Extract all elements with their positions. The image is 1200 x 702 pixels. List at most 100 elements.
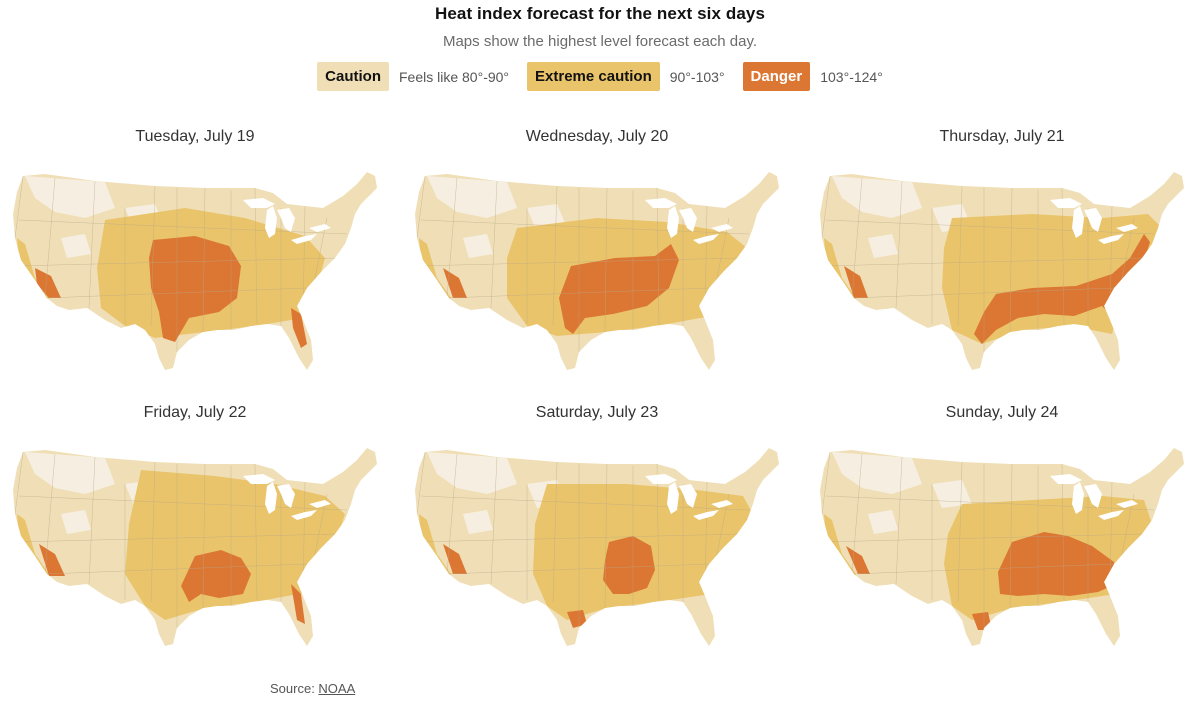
great-lake xyxy=(265,206,277,238)
legend-danger-swatch: Danger xyxy=(742,62,811,91)
state-border xyxy=(150,185,156,327)
map-day-label: Friday, July 22 xyxy=(143,404,247,421)
state-border xyxy=(490,180,498,309)
state-border xyxy=(44,177,56,299)
great-lake xyxy=(309,500,331,508)
extreme-caution-coast xyxy=(824,514,856,582)
great-lake xyxy=(645,474,677,484)
heat-layers xyxy=(824,452,1152,630)
state-border xyxy=(1061,463,1065,601)
us-heat-map xyxy=(820,448,1184,646)
great-lake xyxy=(693,510,719,520)
state-border xyxy=(446,563,710,575)
state-border xyxy=(446,287,710,299)
extreme-caution-coast xyxy=(17,238,49,306)
state-border xyxy=(14,257,338,267)
great-lake xyxy=(711,500,733,508)
state-border xyxy=(44,287,308,299)
state-border xyxy=(825,495,1155,511)
state-border xyxy=(895,456,903,585)
state-border xyxy=(18,219,348,235)
extreme-caution-area xyxy=(942,214,1162,344)
great-lake xyxy=(679,484,697,508)
page-subtitle: Maps show the highest level forecast eac… xyxy=(442,33,758,50)
great-lake xyxy=(1072,482,1084,514)
state-border xyxy=(490,456,498,585)
map-panel-wednesday: Wednesday, July 20 xyxy=(407,128,787,370)
state-border xyxy=(656,463,660,601)
state-border xyxy=(44,563,308,575)
danger-area xyxy=(39,544,305,624)
state-border xyxy=(851,287,1115,299)
state-border xyxy=(656,187,660,325)
legend-caution-swatch: Caution xyxy=(317,62,389,91)
state-border xyxy=(821,257,1145,267)
state-border xyxy=(416,451,426,515)
great-lake xyxy=(277,484,295,508)
great-lake xyxy=(1072,206,1084,238)
state-border xyxy=(821,533,1145,543)
legend-extreme-caution-range: 90°-103° xyxy=(669,68,725,85)
state-border xyxy=(202,187,206,333)
state-border xyxy=(552,461,558,603)
state-border xyxy=(604,187,608,333)
great-lake xyxy=(711,224,733,232)
heat-layers xyxy=(17,176,325,348)
danger-area xyxy=(443,244,679,334)
legend: Caution Feels like 80°-90° Extreme cauti… xyxy=(0,62,1200,91)
great-lake xyxy=(1098,234,1124,244)
legend-extreme-caution-swatch: Extreme caution xyxy=(527,62,660,91)
extreme-caution-coast xyxy=(419,238,451,306)
state-border xyxy=(254,463,258,601)
great-lake xyxy=(1116,224,1138,232)
great-lake xyxy=(1084,484,1102,508)
state-border xyxy=(1009,187,1013,333)
state-border xyxy=(1061,187,1065,325)
no-data-area xyxy=(427,452,567,534)
state-border xyxy=(446,453,458,575)
danger-area xyxy=(846,532,1116,630)
map-panel-tuesday: Tuesday, July 19 xyxy=(5,128,385,370)
danger-area xyxy=(443,536,655,628)
state-border xyxy=(14,175,24,239)
map-day-label: Saturday, July 23 xyxy=(535,404,659,421)
no-data-area xyxy=(25,176,165,258)
state-border xyxy=(895,180,903,309)
state-border xyxy=(150,461,156,603)
source-link[interactable]: NOAA xyxy=(318,681,356,696)
no-data-area xyxy=(832,452,972,534)
great-lake xyxy=(1050,198,1082,208)
great-lake xyxy=(693,234,719,244)
source-note: Source: NOAA xyxy=(270,681,355,696)
state-border xyxy=(88,180,96,309)
state-border xyxy=(18,495,348,511)
great-lake xyxy=(309,224,331,232)
state-border xyxy=(552,185,558,327)
great-lake xyxy=(667,206,679,238)
map-day-label: Wednesday, July 20 xyxy=(525,128,669,145)
state-border xyxy=(14,451,24,515)
map-panel-sunday: Sunday, July 24 xyxy=(812,404,1192,646)
state-border xyxy=(416,257,740,267)
state-border xyxy=(957,461,963,603)
great-lake xyxy=(243,474,275,484)
great-lake xyxy=(1116,500,1138,508)
legend-caution-range: Feels like 80°-90° xyxy=(399,68,510,85)
state-border xyxy=(851,177,863,299)
us-heat-map xyxy=(820,172,1184,370)
state-border xyxy=(44,453,56,575)
great-lake xyxy=(1084,208,1102,232)
state-border xyxy=(825,219,1155,235)
great-lake xyxy=(667,482,679,514)
us-heat-map xyxy=(415,448,779,646)
map-panel-saturday: Saturday, July 23 xyxy=(407,404,787,646)
state-border xyxy=(202,463,206,609)
state-border xyxy=(446,177,458,299)
great-lake xyxy=(645,198,677,208)
state-border xyxy=(821,175,831,239)
map-day-label: Sunday, July 24 xyxy=(945,404,1059,421)
great-lake xyxy=(1098,510,1124,520)
great-lake xyxy=(243,198,275,208)
great-lake xyxy=(679,208,697,232)
us-heat-map xyxy=(13,172,377,370)
